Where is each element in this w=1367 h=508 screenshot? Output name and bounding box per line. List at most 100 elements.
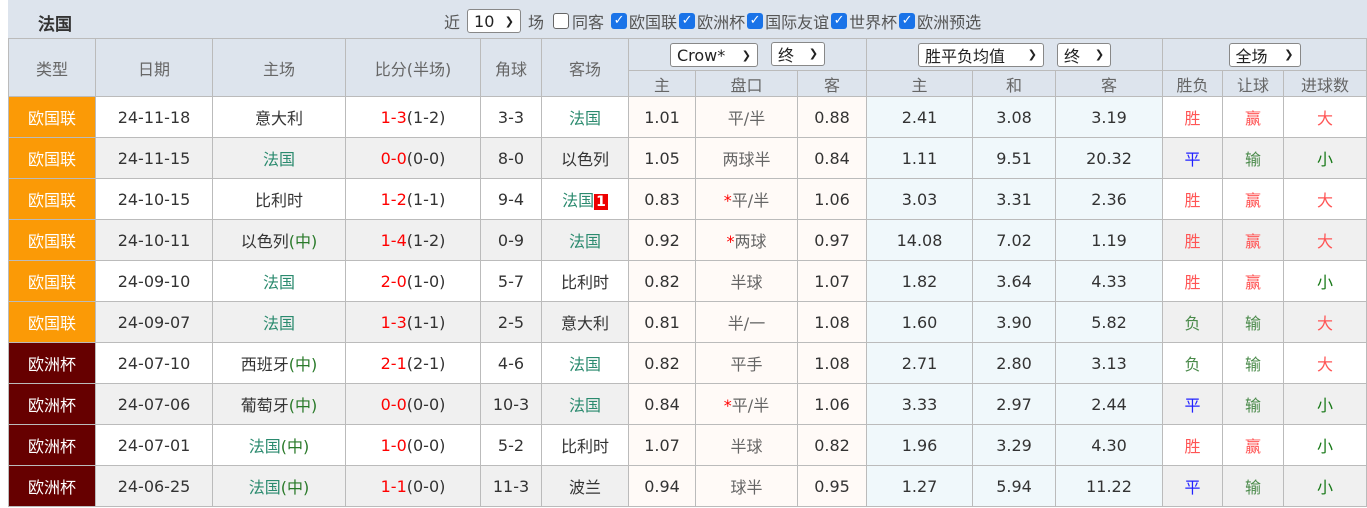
- result-goals: 大: [1283, 219, 1367, 261]
- away-team[interactable]: 法国: [541, 96, 629, 138]
- handicap-line[interactable]: 平/半: [695, 96, 798, 138]
- odds-away: 0.84: [797, 137, 867, 179]
- away-team[interactable]: 意大利: [541, 301, 629, 343]
- competition-label: 世界杯: [849, 13, 898, 32]
- handicap-line[interactable]: 两球半: [695, 137, 798, 179]
- result-goals: 大: [1283, 96, 1367, 138]
- avg-draw: 5.94: [972, 465, 1056, 507]
- competition-checkbox[interactable]: ✓: [747, 13, 764, 29]
- neutral-mark: (中): [288, 396, 318, 415]
- competition-type[interactable]: 欧洲杯: [8, 342, 96, 384]
- competition-type[interactable]: 欧国联: [8, 96, 96, 138]
- home-team[interactable]: 意大利: [212, 96, 346, 138]
- competition-label: 欧洲杯: [697, 13, 746, 32]
- same-host-checkbox[interactable]: [553, 13, 570, 29]
- competition-type[interactable]: 欧国联: [8, 260, 96, 302]
- away-team[interactable]: 法国: [541, 219, 629, 261]
- score[interactable]: 2-1(2-1): [345, 342, 481, 384]
- subheader: 主: [628, 70, 696, 97]
- score[interactable]: 2-0(1-0): [345, 260, 481, 302]
- company-select[interactable]: Crow* ❯: [669, 43, 758, 68]
- away-team[interactable]: 比利时: [541, 260, 629, 302]
- competition-checkbox[interactable]: ✓: [679, 13, 696, 29]
- avg-select[interactable]: 胜平负均值 ❯: [917, 42, 1044, 67]
- match-date: 24-07-10: [95, 342, 213, 384]
- competition-type[interactable]: 欧洲杯: [8, 465, 96, 507]
- home-team[interactable]: 法国: [212, 260, 346, 302]
- score[interactable]: 1-3(1-2): [345, 96, 481, 138]
- competition-type[interactable]: 欧国联: [8, 137, 96, 179]
- away-team[interactable]: 波兰: [541, 465, 629, 507]
- competition-type[interactable]: 欧洲杯: [8, 424, 96, 466]
- table-row: 欧洲杯 24-07-01 法国(中) 1-0(0-0) 5-2 比利时 1.07…: [8, 424, 1367, 466]
- scope-select[interactable]: 全场 ❯: [1228, 42, 1301, 67]
- handicap-line[interactable]: 球半: [695, 465, 798, 507]
- result-handicap: 输: [1222, 137, 1284, 179]
- table-row: 欧国联 24-10-11 以色列(中) 1-4(1-2) 0-9 法国 0.92…: [8, 219, 1367, 261]
- away-team[interactable]: 法国: [541, 342, 629, 384]
- competition-label: 国际友谊: [765, 13, 830, 32]
- avg-loss: 20.32: [1055, 137, 1163, 179]
- corners: 4-6: [480, 342, 542, 384]
- competition-checkbox[interactable]: ✓: [831, 13, 848, 29]
- score[interactable]: 0-0(0-0): [345, 137, 481, 179]
- score[interactable]: 1-4(1-2): [345, 219, 481, 261]
- col-corners: 角球: [480, 38, 542, 97]
- result-goals: 小: [1283, 260, 1367, 302]
- handicap-line[interactable]: *两球: [695, 219, 798, 261]
- subheader: 客: [797, 70, 867, 97]
- games-label: 场: [528, 13, 545, 32]
- home-team[interactable]: 以色列(中): [212, 219, 346, 261]
- avg-loss: 2.36: [1055, 178, 1163, 220]
- avg-header: 胜平负均值 ❯ 终 ❯: [866, 38, 1163, 71]
- avg-win: 3.03: [866, 178, 973, 220]
- table-row: 欧国联 24-09-10 法国 2-0(1-0) 5-7 比利时 0.82 半球…: [8, 260, 1367, 302]
- col-date: 日期: [95, 38, 213, 97]
- result-goals: 大: [1283, 342, 1367, 384]
- away-team[interactable]: 法国 1: [541, 178, 629, 220]
- score[interactable]: 0-0(0-0): [345, 383, 481, 425]
- home-team[interactable]: 法国: [212, 137, 346, 179]
- away-team[interactable]: 法国: [541, 383, 629, 425]
- home-team[interactable]: 法国(中): [212, 465, 346, 507]
- score[interactable]: 1-2(1-1): [345, 178, 481, 220]
- away-team[interactable]: 以色列: [541, 137, 629, 179]
- home-team[interactable]: 比利时: [212, 178, 346, 220]
- competition-type[interactable]: 欧洲杯: [8, 383, 96, 425]
- result-wdl: 胜: [1162, 424, 1223, 466]
- odds-away: 0.97: [797, 219, 867, 261]
- handicap-line[interactable]: *平/半: [695, 383, 798, 425]
- handicap-line[interactable]: *平/半: [695, 178, 798, 220]
- score[interactable]: 1-1(0-0): [345, 465, 481, 507]
- home-team[interactable]: 法国: [212, 301, 346, 343]
- home-team[interactable]: 法国(中): [212, 424, 346, 466]
- recent-count-select[interactable]: 10 ❯: [467, 9, 522, 33]
- competition-type[interactable]: 欧国联: [8, 219, 96, 261]
- score[interactable]: 1-3(1-1): [345, 301, 481, 343]
- result-handicap: 赢: [1222, 260, 1284, 302]
- competition-type[interactable]: 欧国联: [8, 301, 96, 343]
- avg-win: 1.82: [866, 260, 973, 302]
- competition-label: 欧国联: [629, 13, 678, 32]
- result-goals: 小: [1283, 465, 1367, 507]
- competition-checkbox[interactable]: ✓: [899, 13, 916, 29]
- home-team[interactable]: 西班牙(中): [212, 342, 346, 384]
- neutral-mark: (中): [280, 478, 310, 497]
- away-team[interactable]: 比利时: [541, 424, 629, 466]
- score[interactable]: 1-0(0-0): [345, 424, 481, 466]
- odds-away: 0.95: [797, 465, 867, 507]
- handicap-line[interactable]: 半/一: [695, 301, 798, 343]
- competition-label: 欧洲预选: [917, 13, 982, 32]
- chevron-down-icon: ❯: [1094, 48, 1105, 61]
- competition-type[interactable]: 欧国联: [8, 178, 96, 220]
- avg-stage-select[interactable]: 终 ❯: [1057, 42, 1112, 67]
- corners: 0-9: [480, 219, 542, 261]
- handicap-line[interactable]: 半球: [695, 424, 798, 466]
- handicap-line[interactable]: 平手: [695, 342, 798, 384]
- company-stage-select[interactable]: 终 ❯: [771, 41, 826, 66]
- handicap-line[interactable]: 半球: [695, 260, 798, 302]
- home-team[interactable]: 葡萄牙(中): [212, 383, 346, 425]
- competition-checkbox[interactable]: ✓: [611, 13, 628, 29]
- avg-loss: 4.33: [1055, 260, 1163, 302]
- neutral-mark: (中): [288, 355, 318, 374]
